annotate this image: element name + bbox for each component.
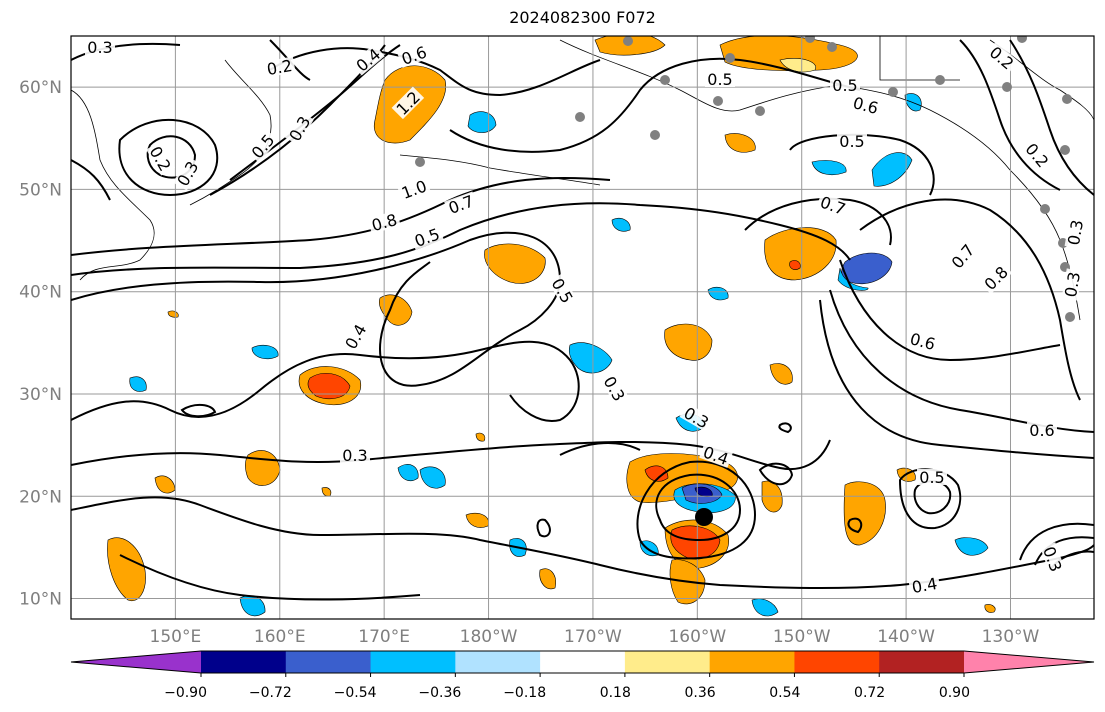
svg-text:0.4: 0.4 (910, 574, 938, 597)
longitude-axis-labels: 150°E 160°E 170°E 180°W 170°W 160°W 150°W 140°W… (150, 627, 1040, 647)
svg-text:0.5: 0.5 (919, 468, 944, 487)
coastlines (71, 36, 1094, 321)
map-frame (70, 35, 1095, 620)
lat-tick-label-1: 20°N (19, 487, 62, 507)
colorbar-segment-5 (624, 651, 711, 673)
colorbar-tick-label-0: −0.90 (164, 685, 207, 701)
lat-tick-label-2: 30°N (19, 385, 62, 405)
colorbar-segment-1 (285, 651, 372, 673)
colorbar: −0.90 −0.72 −0.54 −0.36 −0.18 0.18 0.36 0.54 0.7… (70, 650, 1095, 701)
lon-tick-label-3: 180°W (460, 627, 518, 647)
colorbar-tick-label-7: 0.54 (769, 685, 800, 701)
colorbar-segment-2 (370, 651, 456, 673)
contour-label-20: 0.5 (830, 76, 860, 95)
colorbar-tick-label-6: 0.36 (684, 685, 715, 701)
colorbar-tick-label-2: −0.54 (334, 685, 377, 701)
lon-tick-label-5: 160°W (668, 627, 726, 647)
latitude-axis-labels: 10°N 20°N 30°N 40°N 50°N 60°N (19, 78, 62, 609)
colorbar-extend-low (71, 651, 201, 673)
lat-tick-label-3: 40°N (19, 283, 62, 303)
contour-label-29: 0.4 (908, 574, 941, 597)
colorbar-segment-7 (794, 651, 880, 673)
svg-text:0.3: 0.3 (1061, 270, 1084, 298)
contour-label-30: 0.5 (917, 468, 947, 487)
lon-tick-label-8: 130°W (982, 627, 1040, 647)
lat-tick-label-0: 10°N (19, 590, 62, 610)
lon-tick-label-6: 150°W (773, 627, 831, 647)
svg-text:0.5: 0.5 (832, 76, 857, 95)
colorbar-tick-label-3: −0.36 (418, 685, 461, 701)
svg-text:0.2: 0.2 (265, 56, 293, 79)
colorbar-tick-label-4: −0.18 (503, 685, 546, 701)
contour-label-28: 0.6 (1027, 421, 1057, 440)
colorbar-tick-label-9: 0.90 (939, 685, 970, 701)
svg-text:0.5: 0.5 (707, 70, 732, 89)
contour-label-1: 0.2 (263, 56, 296, 79)
contour-lines (71, 39, 1094, 601)
lon-tick-label-1: 160°E (254, 627, 306, 647)
svg-text:0.5: 0.5 (839, 132, 864, 151)
svg-text:0.6: 0.6 (1029, 421, 1054, 440)
contour-label-33: 0.3 (1061, 268, 1084, 301)
contour-label-32: 0.5 (705, 70, 735, 89)
station-markers (415, 36, 1075, 322)
svg-text:0.3: 0.3 (342, 446, 367, 465)
colorbar-segment-4 (540, 651, 626, 673)
lon-tick-label-2: 170°E (358, 627, 410, 647)
svg-text:0.3: 0.3 (87, 38, 112, 57)
colorbar-tick-label-1: −0.72 (249, 685, 292, 701)
svg-text:0.3: 0.3 (1064, 218, 1087, 246)
colorbar-segment-8 (879, 651, 965, 673)
lat-tick-label-4: 50°N (19, 180, 62, 200)
colorbar-segment-3 (455, 651, 541, 673)
colorbar-tick-label-8: 0.72 (854, 685, 885, 701)
contour-label-26: 0.3 (1064, 216, 1087, 249)
colorbar-tick-label-5: 0.18 (600, 685, 631, 701)
lon-tick-label-7: 140°W (877, 627, 935, 647)
contour-label-22: 0.5 (837, 132, 867, 151)
colorbar-segment-6 (709, 651, 795, 673)
map-background (71, 36, 1094, 619)
lat-tick-label-5: 60°N (19, 78, 62, 98)
chart-title: 2024082300 F072 (509, 8, 656, 27)
colorbar-extend-high (964, 651, 1094, 673)
storm-center-marker (695, 508, 713, 526)
contour-label-15: 0.3 (340, 446, 370, 465)
colorbar-segment-0 (201, 651, 287, 673)
contour-label-27: 0.2 (1021, 138, 1054, 172)
lon-tick-label-0: 150°E (150, 627, 202, 647)
lon-tick-label-4: 170°W (564, 627, 622, 647)
contour-label-0: 0.3 (85, 38, 115, 57)
